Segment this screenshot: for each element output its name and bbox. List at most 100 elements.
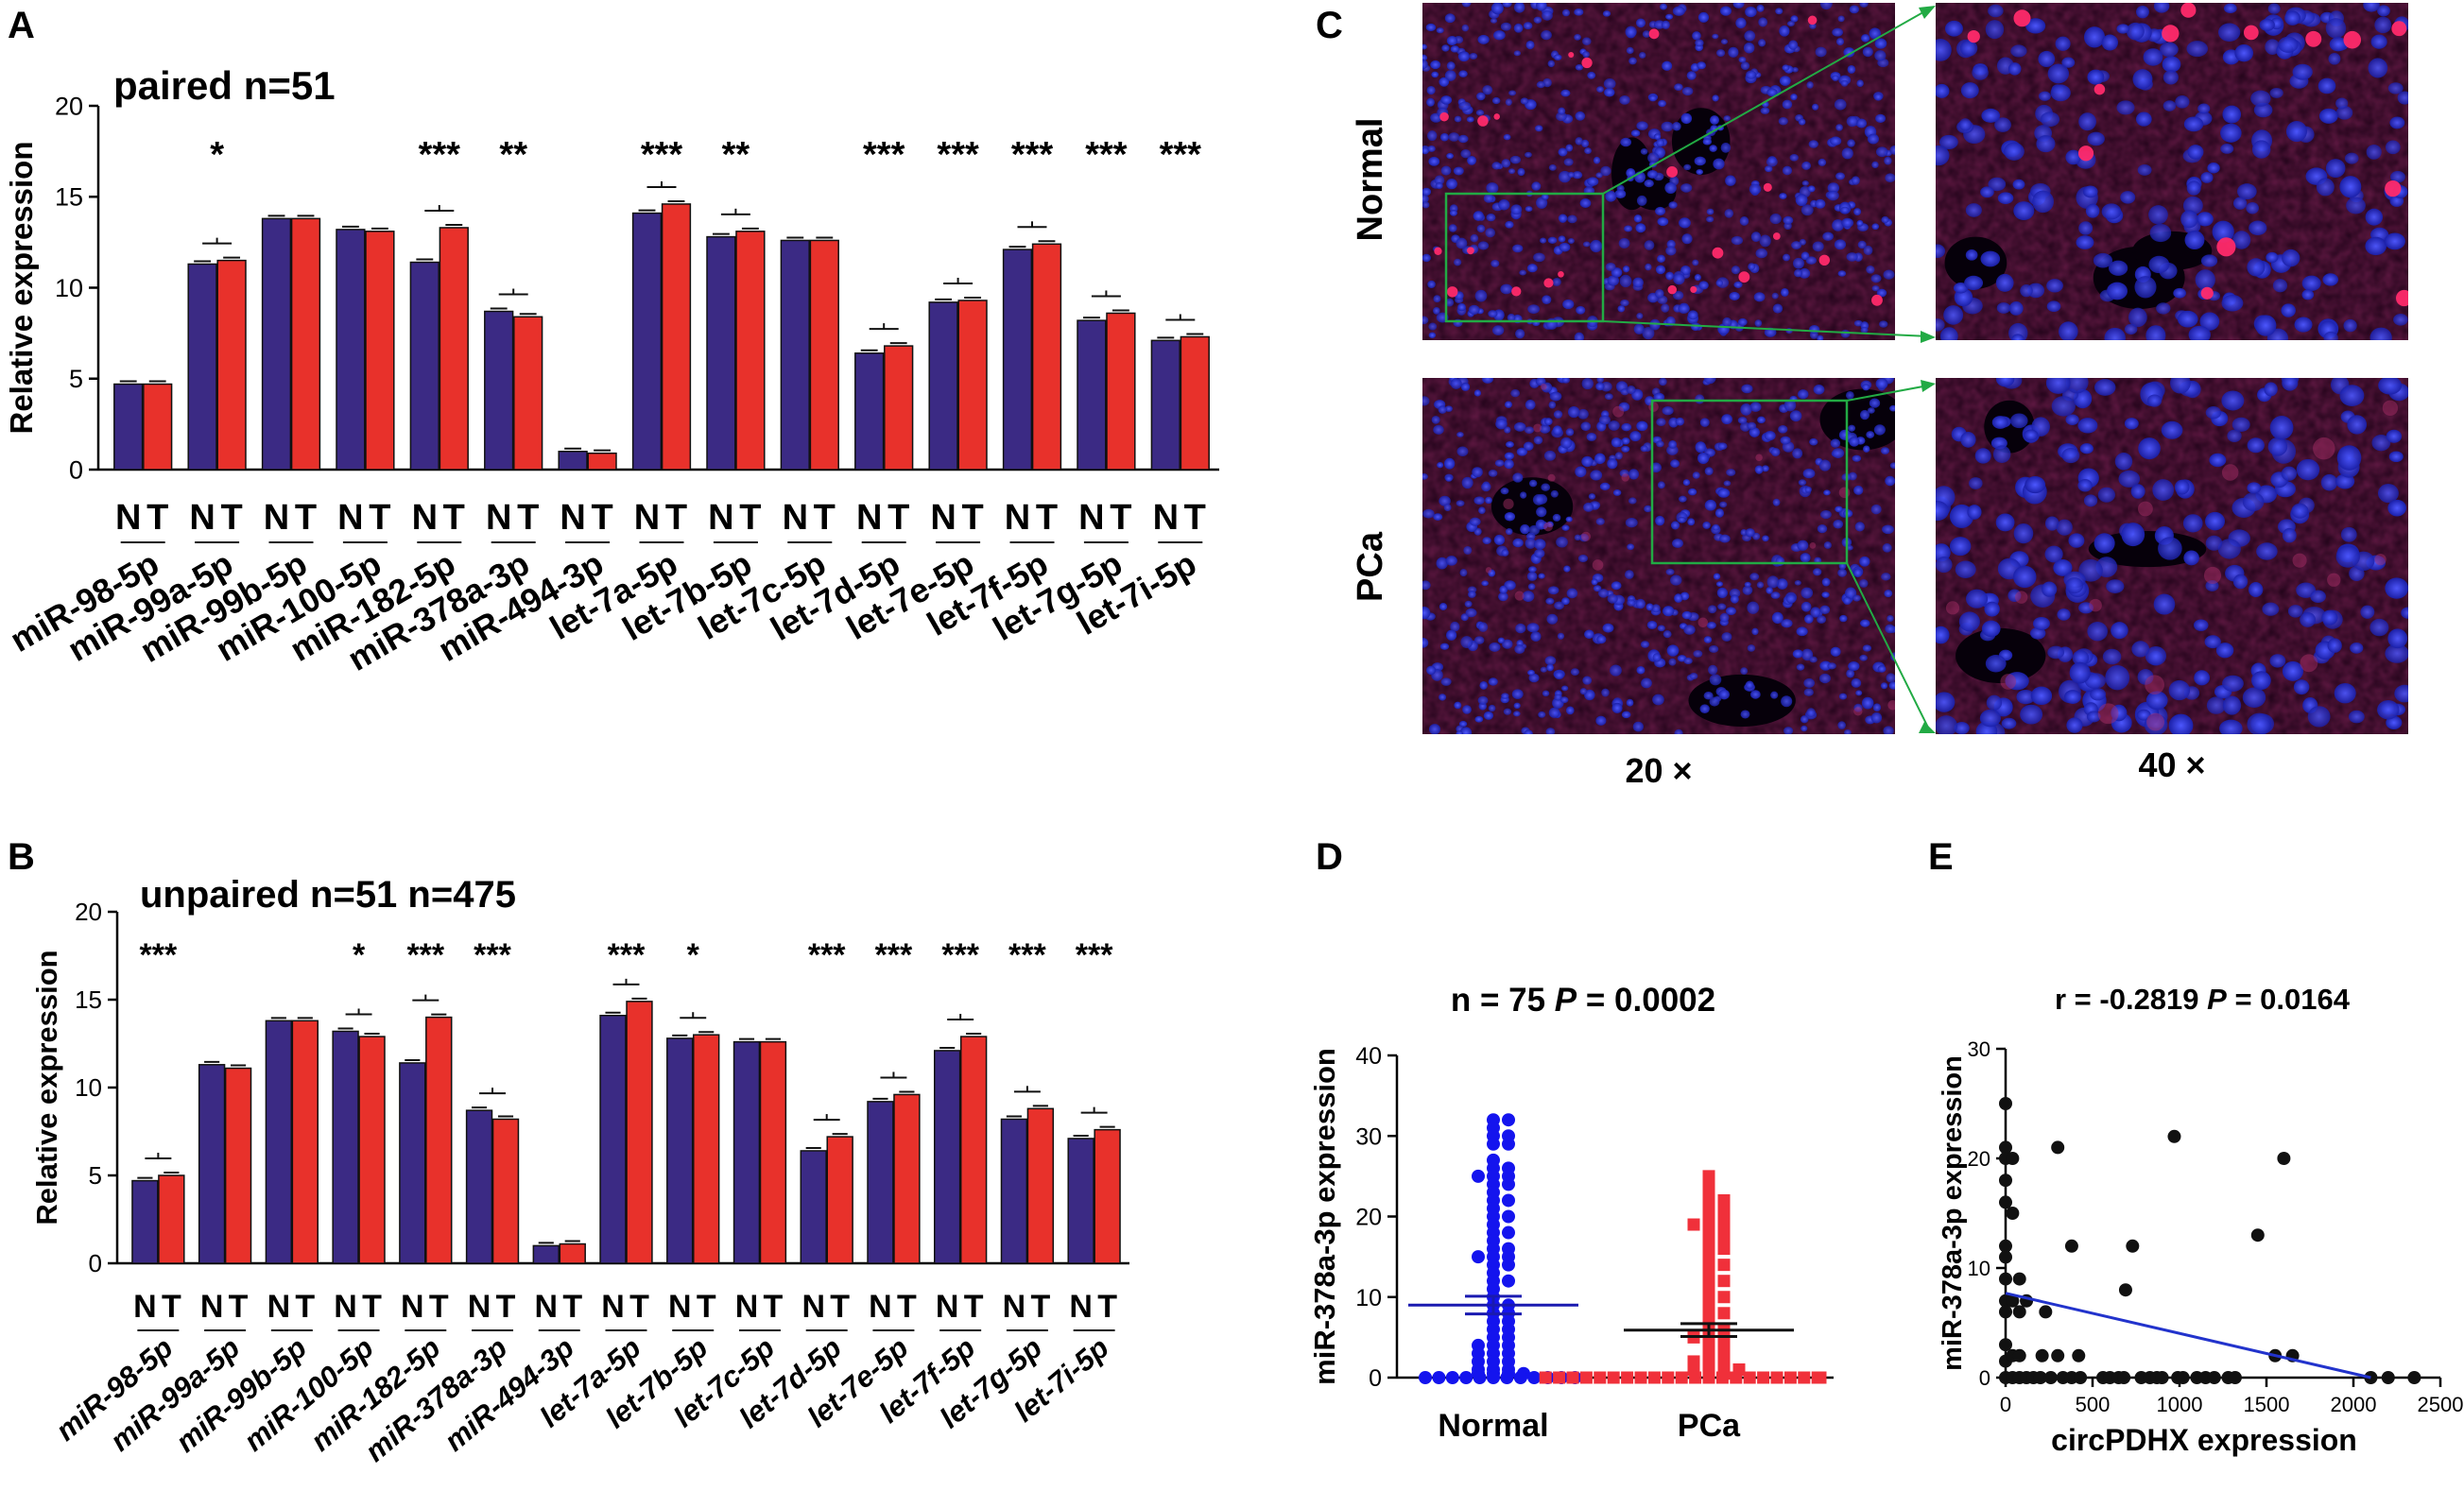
cell-nucleus <box>1709 696 1720 707</box>
y-tick-label: 5 <box>69 365 83 393</box>
bar-chart-unpaired: unpaired n=51 n=475 Relative expression 0 5… <box>30 874 1129 1468</box>
cell-nucleus <box>1454 115 1462 123</box>
group-label-n: N <box>412 498 438 538</box>
cell-nucleus <box>1871 285 1880 292</box>
cell-nucleus <box>1520 523 1530 535</box>
cell-nucleus <box>2046 279 2063 293</box>
cell-nucleus <box>1668 201 1678 209</box>
cell-nucleus <box>2145 325 2166 340</box>
cell-nucleus <box>1649 318 1661 331</box>
cell-nucleus <box>2061 447 2080 464</box>
cell-nucleus <box>1988 4 2004 18</box>
cell-nucleus <box>2323 331 2338 340</box>
data-point-pca <box>1689 1371 1702 1384</box>
cell-nucleus <box>1479 680 1488 690</box>
group-label-n: N <box>708 498 733 538</box>
cell-nucleus <box>1513 711 1521 717</box>
cell-nucleus <box>2033 616 2050 630</box>
cell-nucleus <box>1655 288 1664 299</box>
cell-nucleus <box>1748 263 1756 271</box>
cell-nucleus <box>1873 93 1883 101</box>
cell-nucleus <box>2104 327 2126 340</box>
cell-nucleus <box>1422 253 1431 263</box>
fluorescent-signal <box>2180 3 2197 18</box>
cell-nucleus <box>1554 671 1564 680</box>
data-point <box>1999 1250 2012 1264</box>
cell-nucleus <box>1547 236 1558 244</box>
cell-nucleus <box>1704 499 1717 511</box>
cell-nucleus <box>1461 476 1473 489</box>
bar-tumor <box>661 203 692 471</box>
cell-nucleus <box>2339 385 2365 407</box>
cell-nucleus <box>1427 130 1438 142</box>
cell-nucleus <box>2389 116 2405 129</box>
cell-nucleus <box>1813 568 1822 576</box>
cell-nucleus <box>1834 98 1847 111</box>
bar-normal <box>198 1064 226 1264</box>
group-label-t: T <box>1036 498 1058 538</box>
cell-nucleus <box>2097 487 2115 503</box>
cell-nucleus <box>2136 5 2149 19</box>
bar-tumor <box>959 1036 988 1264</box>
data-point <box>2228 1371 2242 1384</box>
cell-nucleus <box>1665 246 1677 256</box>
callout-line <box>1846 562 1929 728</box>
cell-nucleus <box>1486 214 1496 222</box>
cell-nucleus <box>1646 169 1659 179</box>
data-point <box>1999 1239 2012 1253</box>
cell-nucleus <box>1965 249 1978 261</box>
cell-nucleus <box>1960 82 1979 99</box>
cell-nucleus <box>2101 34 2118 51</box>
chart-title: r = -0.2819 P = 0.0164 <box>2055 983 2351 1016</box>
cell-nucleus <box>2161 420 2183 439</box>
cell-nucleus <box>1867 133 1879 145</box>
y-tick-label: 20 <box>1968 1147 1990 1171</box>
fluorescent-signal <box>1809 542 1817 549</box>
cell-nucleus <box>2200 172 2214 183</box>
bar-tumor <box>158 1174 185 1264</box>
cell-nucleus <box>1450 45 1460 53</box>
cell-nucleus <box>1473 636 1485 644</box>
cell-nucleus <box>1485 228 1495 238</box>
cell-nucleus <box>1579 197 1592 209</box>
cell-nucleus <box>1499 585 1508 594</box>
cell-nucleus <box>1859 3 1869 8</box>
cell-nucleus <box>1503 133 1511 141</box>
cell-nucleus <box>2218 23 2241 42</box>
title-p: P <box>2207 983 2227 1016</box>
cell-nucleus <box>2009 413 2028 429</box>
cell-nucleus <box>1594 453 1606 465</box>
cell-nucleus <box>1835 38 1845 46</box>
y-tick-label: 40 <box>1355 1043 1382 1070</box>
bar-normal <box>131 1179 159 1264</box>
cell-nucleus <box>1509 155 1522 164</box>
cell-nucleus <box>1444 457 1456 470</box>
cell-nucleus <box>1548 707 1560 718</box>
data-point-pca <box>1717 1259 1731 1272</box>
fluorescent-signal <box>1945 601 1960 615</box>
cell-nucleus <box>1819 605 1831 614</box>
regression-line <box>2005 1292 2371 1379</box>
cell-nucleus <box>1593 585 1602 592</box>
cell-nucleus <box>2106 579 2125 593</box>
cell-nucleus <box>1697 11 1710 23</box>
cell-nucleus <box>1760 107 1770 114</box>
cell-nucleus <box>1515 623 1526 634</box>
group-label-t: T <box>229 1289 249 1325</box>
cell-nucleus <box>2234 43 2253 62</box>
cell-nucleus <box>1477 34 1490 44</box>
cell-nucleus <box>1581 455 1594 468</box>
cell-nucleus <box>1446 152 1454 160</box>
bar-normal <box>867 1101 894 1264</box>
cell-nucleus <box>1673 273 1685 285</box>
cell-nucleus <box>1749 402 1762 412</box>
cell-nucleus <box>2016 689 2036 705</box>
cell-nucleus <box>2246 201 2259 214</box>
cell-nucleus <box>2262 602 2280 616</box>
cell-nucleus <box>1662 60 1673 71</box>
cell-nucleus <box>1546 613 1559 625</box>
cell-nucleus <box>1655 265 1666 275</box>
cell-nucleus <box>1936 39 1952 61</box>
cell-nucleus <box>2065 577 2084 594</box>
cell-nucleus <box>1995 378 2015 387</box>
